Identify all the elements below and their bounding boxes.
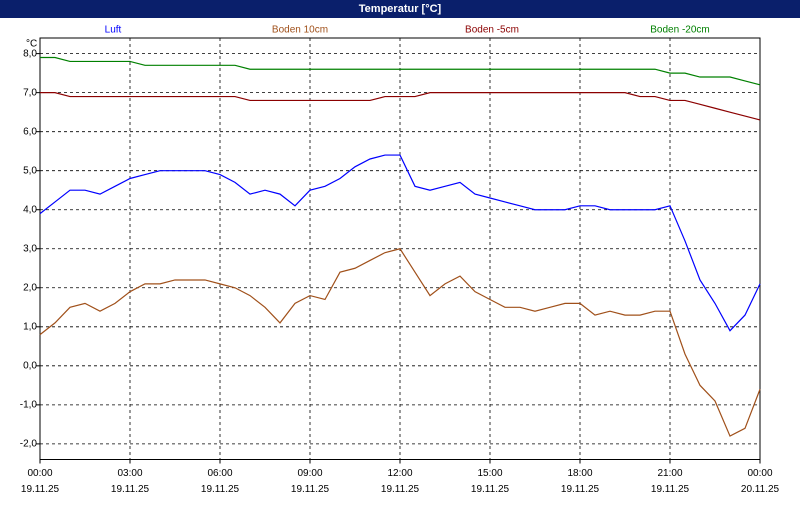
- legend-entry: Boden 10cm: [272, 25, 328, 36]
- y-tick-label: -1,0: [20, 400, 38, 411]
- title-bar: [0, 0, 800, 18]
- x-tick-label: 09:00: [297, 468, 322, 479]
- y-tick-label: 1,0: [23, 321, 37, 332]
- x-tick-label: 15:00: [477, 468, 502, 479]
- x-tick-date: 19.11.25: [21, 484, 60, 495]
- y-tick-label: 5,0: [23, 165, 37, 176]
- x-tick-date: 19.11.25: [471, 484, 510, 495]
- y-tick-label: 7,0: [23, 87, 37, 98]
- x-tick-date: 19.11.25: [291, 484, 330, 495]
- y-tick-label: 6,0: [23, 126, 37, 137]
- legend-entry: Boden -5cm: [465, 25, 519, 36]
- x-tick-label: 18:00: [567, 468, 592, 479]
- x-tick-date: 19.11.25: [111, 484, 150, 495]
- x-tick-date: 19.11.25: [651, 484, 690, 495]
- x-tick-label: 12:00: [387, 468, 412, 479]
- y-tick-label: 8,0: [23, 48, 37, 59]
- x-tick-label: 03:00: [117, 468, 142, 479]
- series-line: [39, 154, 761, 332]
- y-tick-label: -2,0: [20, 439, 38, 450]
- x-tick-label: 21:00: [657, 468, 682, 479]
- legend-entry: Luft: [105, 25, 122, 36]
- chart-title: Temperatur [°C]: [359, 3, 442, 15]
- x-tick-date: 19.11.25: [381, 484, 420, 495]
- y-tick-label: 2,0: [23, 282, 37, 293]
- y-tick-label: 0,0: [23, 360, 37, 371]
- x-tick-label: 00:00: [747, 468, 772, 479]
- x-tick-date: 19.11.25: [561, 484, 600, 495]
- x-tick-label: 00:00: [27, 468, 52, 479]
- series-line: [39, 248, 761, 437]
- series-line: [40, 56, 761, 86]
- x-tick-date: 20.11.25: [741, 484, 780, 495]
- series-line: [40, 92, 761, 121]
- y-tick-label: 3,0: [23, 243, 37, 254]
- x-tick-label: 06:00: [207, 468, 232, 479]
- y-unit: °C: [26, 39, 37, 50]
- y-tick-label: 4,0: [23, 204, 37, 215]
- x-tick-date: 19.11.25: [201, 484, 240, 495]
- legend-entry: Boden -20cm: [650, 25, 709, 36]
